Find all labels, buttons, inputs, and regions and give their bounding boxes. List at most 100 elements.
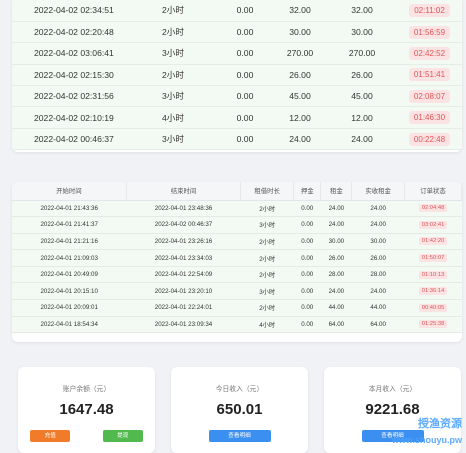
- table-row: 2022-04-01 21:43:36 2022-04-01 23:48:36 2小…: [12, 200, 462, 218]
- table-row: 2022-04-02 00:46:37 3小时 0.00 24.00 24.00 00:2…: [12, 128, 462, 151]
- table-row: 2022-04-02 02:34:51 2小时 0.00 32.00 32.00 02:1…: [12, 0, 462, 22]
- status-badge: 01:56:59: [408, 25, 451, 39]
- cell-start: 2022-04-01 20:09:01: [12, 299, 127, 317]
- cell-actual: 64.00: [351, 316, 405, 334]
- cell-start: 2022-04-02 03:06:41: [12, 42, 129, 65]
- cell-status: 01:50:07: [404, 249, 462, 267]
- cell-duration: 3小时: [240, 216, 294, 234]
- cell-end: 2022-04-01 23:34:03: [126, 249, 241, 267]
- cell-end: 2022-04-01 23:20:10: [126, 282, 241, 301]
- table-row: 2022-04-01 20:49:09 2022-04-01 22:54:09 2小…: [12, 266, 462, 284]
- cell-deposit: 0.00: [217, 42, 273, 65]
- today-income-label: 今日收入（元）: [215, 386, 264, 393]
- cell-duration: 2小时: [129, 21, 217, 44]
- cell-start: 2022-04-02 02:34:51: [12, 0, 129, 22]
- cell-start: 2022-04-01 21:43:36: [12, 200, 127, 218]
- cell-rent: 32.00: [273, 0, 327, 22]
- table-row: 2022-04-02 02:20:48 2小时 0.00 30.00 30.00 01:5…: [12, 21, 462, 44]
- today-income-card: 今日收入（元） 650.01 查看明细: [171, 367, 308, 453]
- cell-deposit: 0.00: [293, 200, 321, 218]
- withdraw-button[interactable]: 提现: [102, 430, 143, 442]
- cell-duration: 2小时: [240, 249, 294, 267]
- cell-end: 2022-04-01 23:26:16: [126, 233, 241, 251]
- cell-deposit: 0.00: [217, 0, 273, 22]
- cell-deposit: 0.00: [293, 282, 321, 301]
- cell-duration: 3小时: [240, 282, 294, 301]
- cell-rent: 24.00: [320, 282, 352, 301]
- cell-end: 2022-04-01 23:48:36: [126, 200, 241, 218]
- status-badge: 01:36:14: [418, 287, 448, 296]
- cell-status: 02:04:48: [404, 200, 462, 218]
- cell-duration: 2小时: [240, 299, 294, 317]
- cell-start: 2022-04-02 02:10:19: [12, 106, 129, 129]
- today-income-value: 650.01: [216, 401, 263, 418]
- cell-actual: 32.00: [327, 0, 397, 22]
- cell-end: 2022-04-02 00:46:37: [126, 216, 241, 234]
- column-header: 租借时长: [240, 182, 295, 201]
- cell-actual: 24.00: [351, 282, 405, 301]
- month-income-value: 9221.68: [365, 401, 420, 418]
- cell-duration: 3小时: [129, 42, 217, 65]
- cell-rent: 12.00: [273, 106, 327, 129]
- cell-start: 2022-04-02 02:15:30: [12, 64, 129, 87]
- table-row: 2022-04-01 21:09:03 2022-04-01 23:34:03 2小…: [12, 249, 462, 267]
- column-header: 订单状态: [404, 182, 462, 201]
- status-badge: 00:40:05: [418, 303, 448, 312]
- cell-deposit: 0.00: [293, 233, 321, 251]
- cell-actual: 26.00: [327, 64, 397, 87]
- table-row: 2022-04-01 20:09:01 2022-04-01 22:24:01 2小…: [12, 299, 462, 317]
- table-row: 2022-04-02 02:15:30 2小时 0.00 26.00 26.00 01:5…: [12, 64, 462, 87]
- cell-actual: 30.00: [351, 233, 405, 251]
- cell-status: 03:02:41: [404, 216, 462, 234]
- cell-rent: 30.00: [320, 233, 352, 251]
- cell-actual: 270.00: [327, 42, 397, 65]
- status-badge: 00:22:48: [408, 132, 451, 146]
- cell-actual: 24.00: [327, 128, 397, 151]
- cell-duration: 3小时: [129, 128, 217, 151]
- column-header: 开始时间: [12, 182, 127, 201]
- watermark-text: 授渔资源: [418, 418, 462, 430]
- table-row: 2022-04-01 21:21:16 2022-04-01 23:26:16 2小…: [12, 233, 462, 251]
- cell-start: 2022-04-01 20:49:09: [12, 266, 127, 284]
- cell-status: 01:36:14: [404, 282, 462, 301]
- status-badge: 02:42:52: [408, 46, 451, 60]
- orders-history-table: 开始时间 结束时间 租借时长 押金 租金 实收租金 订单状态 2022-04-01 21:4…: [12, 182, 462, 334]
- recharge-button[interactable]: 充值: [30, 430, 71, 442]
- table-row: 2022-04-01 21:41:37 2022-04-02 00:46:37 3小…: [12, 216, 462, 234]
- today-detail-button[interactable]: 查看明细: [208, 430, 271, 442]
- active-orders-table: 2022-04-02 02:34:51 2小时 0.00 32.00 32.00 02:1…: [12, 0, 462, 151]
- status-badge: 03:02:41: [418, 220, 448, 229]
- cell-actual: 45.00: [327, 85, 397, 108]
- month-detail-button[interactable]: 查看明细: [361, 430, 424, 442]
- balance-card: 账户余额（元） 1647.48 充值 提现: [18, 367, 155, 453]
- cell-actual: 12.00: [327, 106, 397, 129]
- cell-start: 2022-04-01 18:54:34: [12, 316, 127, 334]
- column-header: 租金: [320, 182, 353, 201]
- column-header: 押金: [293, 182, 322, 201]
- cell-start: 2022-04-01 21:41:37: [12, 216, 127, 234]
- cell-actual: 26.00: [351, 249, 405, 267]
- cell-start: 2022-04-02 02:20:48: [12, 21, 129, 44]
- cell-end: 2022-04-01 22:54:09: [126, 266, 241, 284]
- cell-start: 2022-04-02 02:31:56: [12, 85, 129, 108]
- status-badge: 01:42:20: [418, 237, 448, 246]
- cell-deposit: 0.00: [217, 64, 273, 87]
- cell-deposit: 0.00: [293, 299, 321, 317]
- cell-rent: 28.00: [320, 266, 352, 284]
- cell-actual: 24.00: [351, 200, 405, 218]
- status-badge: 01:50:07: [418, 254, 448, 263]
- cell-duration: 4小时: [240, 316, 294, 334]
- cell-deposit: 0.00: [293, 216, 321, 234]
- watermark-url: www.shouyu.pw: [391, 435, 462, 445]
- status-badge: 01:10:13: [418, 270, 448, 279]
- cell-status: 02:11:02: [397, 0, 462, 22]
- cell-actual: 44.00: [351, 299, 405, 317]
- status-badge: 02:08:07: [408, 89, 451, 103]
- month-income-label: 本月收入（元）: [368, 386, 417, 393]
- cell-duration: 2小时: [240, 266, 294, 284]
- orders-history-card: 开始时间 结束时间 租借时长 押金 租金 实收租金 订单状态 2022-04-01 21:4…: [12, 182, 462, 342]
- month-income-card: 本月收入（元） 9221.68 查看明细: [324, 367, 461, 453]
- cell-actual: 24.00: [351, 216, 405, 234]
- cell-duration: 2小时: [240, 200, 294, 218]
- cell-duration: 3小时: [129, 85, 217, 108]
